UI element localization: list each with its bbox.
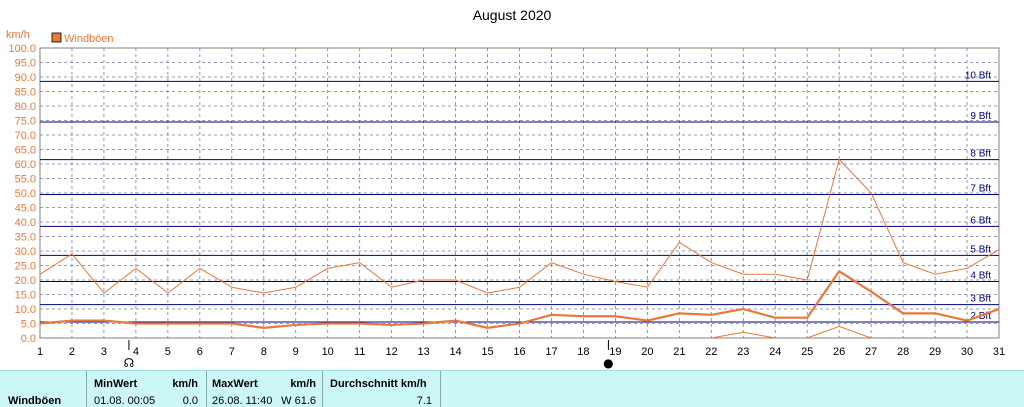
x-tick-label: 31 bbox=[993, 346, 1005, 358]
min-value: 0.0 bbox=[182, 395, 198, 407]
y-tick-label: 45.0 bbox=[15, 203, 36, 215]
stats-avg-cell: Durchschnitt km/h 7.1 bbox=[322, 371, 441, 407]
chart-title: August 2020 bbox=[472, 7, 552, 23]
wind-gust-chart: 0.0 5.0 10.0 15.0 20.0 25.0 30.0 35.0 40.0 45.0 50… bbox=[6, 29, 1005, 370]
beaufort-label: 7 Bft bbox=[970, 183, 991, 194]
y-tick-label: 100.0 bbox=[8, 43, 36, 55]
x-tick-label: 4 bbox=[133, 346, 139, 358]
x-tick-label: 21 bbox=[673, 346, 685, 358]
stats-max-cell: MaxWert km/h 26.08. 11:40 W 61.6 bbox=[206, 371, 323, 407]
max-header: MaxWert bbox=[212, 378, 258, 390]
y-tick-label: 0.0 bbox=[21, 333, 36, 345]
beaufort-label: 10 Bft bbox=[965, 70, 991, 81]
max-value: W 61.6 bbox=[281, 395, 316, 407]
x-tick-label: 7 bbox=[229, 346, 235, 358]
y-tick-label: 30.0 bbox=[15, 246, 36, 258]
x-tick-label: 17 bbox=[545, 346, 557, 358]
stats-min-cell: MinWert km/h 01.08. 00:05 0.0 bbox=[86, 371, 207, 407]
y-tick-label: 90.0 bbox=[15, 72, 36, 84]
x-tick-label: 19 bbox=[609, 346, 621, 358]
stats-label-cell: Windböen bbox=[0, 371, 87, 407]
x-tick-label: 22 bbox=[705, 346, 717, 358]
x-tick-label: 30 bbox=[961, 346, 973, 358]
y-tick-label: 15.0 bbox=[15, 290, 36, 302]
x-tick-label: 11 bbox=[354, 346, 365, 358]
beaufort-label: 8 Bft bbox=[970, 149, 991, 160]
legend-swatch bbox=[51, 32, 62, 43]
moon-phase-marker: ● bbox=[603, 356, 613, 370]
min-header: MinWert bbox=[94, 378, 138, 390]
x-tick-label: 9 bbox=[293, 346, 299, 358]
x-tick-label: 24 bbox=[769, 346, 781, 358]
y-tick-label: 40.0 bbox=[15, 217, 36, 229]
stats-panel: Windböen MinWert km/h 01.08. 00:05 0.0 M… bbox=[0, 370, 1024, 407]
beaufort-label: 6 Bft bbox=[970, 215, 991, 226]
y-tick-label: 60.0 bbox=[15, 159, 36, 171]
x-tick-label: 3 bbox=[101, 346, 107, 358]
beaufort-label: 3 Bft bbox=[970, 294, 991, 305]
avg-value: 7.1 bbox=[416, 395, 432, 407]
beaufort-label: 9 Bft bbox=[970, 111, 991, 122]
x-tick-label: 26 bbox=[833, 346, 845, 358]
x-tick-label: 28 bbox=[897, 346, 909, 358]
y-tick-label: 5.0 bbox=[21, 319, 36, 331]
x-tick-label: 18 bbox=[577, 346, 589, 358]
beaufort-label: 4 Bft bbox=[970, 270, 991, 281]
y-tick-label: 95.0 bbox=[15, 58, 36, 70]
y-tick-label: 35.0 bbox=[15, 232, 36, 244]
x-tick-label: 13 bbox=[417, 346, 429, 358]
x-tick-label: 20 bbox=[641, 346, 653, 358]
x-tick-label: 8 bbox=[261, 346, 267, 358]
y-tick-label: 20.0 bbox=[15, 275, 36, 287]
x-tick-label: 1 bbox=[37, 346, 43, 358]
moon-phase-marker: ☊ bbox=[124, 356, 135, 370]
x-tick-label: 16 bbox=[513, 346, 525, 358]
series-line-avg bbox=[39, 269, 1000, 329]
y-tick-label: 50.0 bbox=[15, 188, 36, 200]
y-tick-label: 65.0 bbox=[15, 145, 36, 157]
y-tick-label: 10.0 bbox=[15, 304, 36, 316]
series-line-min bbox=[711, 331, 776, 339]
x-tick-label: 27 bbox=[865, 346, 877, 358]
y-tick-label: 85.0 bbox=[15, 87, 36, 99]
x-tick-label: 6 bbox=[197, 346, 203, 358]
beaufort-label: 5 Bft bbox=[970, 244, 991, 255]
x-tick-label: 23 bbox=[737, 346, 749, 358]
y-tick-label: 25.0 bbox=[15, 261, 36, 273]
x-tick-label: 10 bbox=[322, 346, 334, 358]
x-tick-label: 29 bbox=[929, 346, 941, 358]
x-tick-label: 25 bbox=[801, 346, 813, 358]
x-tick-label: 15 bbox=[481, 346, 493, 358]
min-date: 01.08. 00:05 bbox=[94, 395, 156, 407]
y-tick-label: 70.0 bbox=[15, 130, 36, 142]
min-unit: km/h bbox=[172, 378, 198, 390]
avg-header: Durchschnitt km/h bbox=[330, 378, 427, 390]
series-line-min bbox=[807, 325, 872, 339]
max-date: 26.08. 11:40 bbox=[212, 395, 273, 407]
y-tick-label: 80.0 bbox=[15, 101, 36, 113]
x-tick-label: 2 bbox=[69, 346, 75, 358]
stats-row-label: Windböen bbox=[8, 395, 62, 407]
max-unit: km/h bbox=[290, 378, 316, 390]
legend-label: Windböen bbox=[64, 33, 114, 45]
x-tick-label: 12 bbox=[386, 346, 398, 358]
y-axis-label: km/h bbox=[6, 29, 30, 41]
y-tick-label: 75.0 bbox=[15, 116, 36, 128]
series-line-max bbox=[39, 158, 1000, 294]
y-tick-label: 55.0 bbox=[15, 174, 36, 186]
x-tick-label: 5 bbox=[165, 346, 171, 358]
x-tick-label: 14 bbox=[449, 346, 461, 358]
